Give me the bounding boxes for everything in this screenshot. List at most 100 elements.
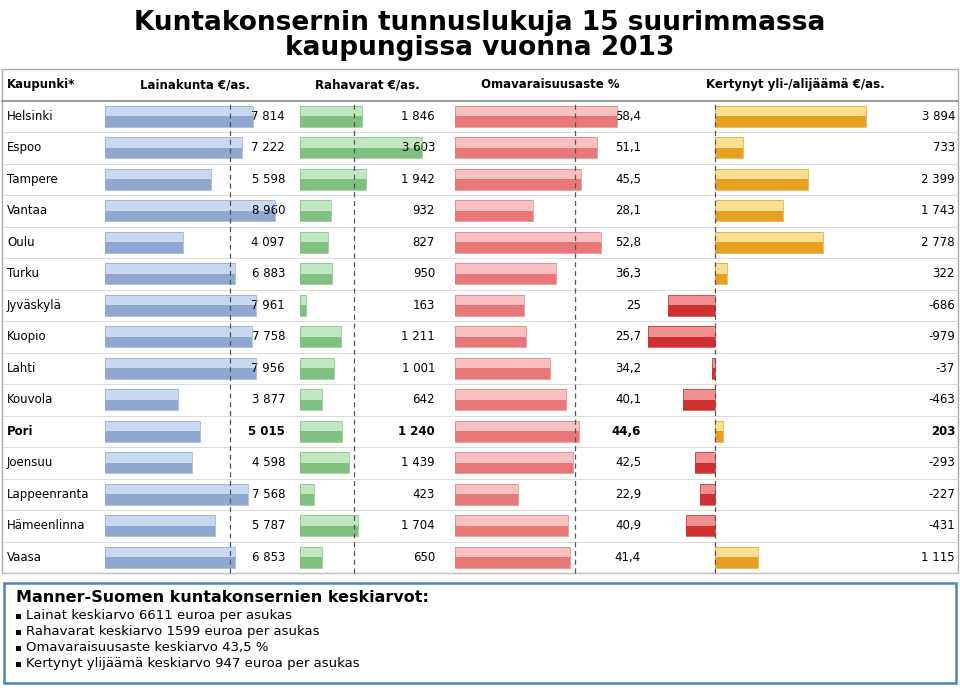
Bar [455,326,526,337]
Bar [455,515,568,526]
Text: -293: -293 [928,456,955,469]
Bar [455,557,569,568]
Text: Vantaa: Vantaa [7,205,48,217]
Text: 7 222: 7 222 [252,141,285,154]
Bar [455,179,581,190]
Bar [455,400,566,410]
Text: -227: -227 [928,488,955,501]
Bar [300,179,366,190]
Text: -979: -979 [928,330,955,343]
Bar [300,526,357,536]
Bar [105,106,253,127]
Text: 4 097: 4 097 [252,236,285,249]
Bar [300,200,331,221]
Text: 5 787: 5 787 [252,519,285,532]
Bar [455,231,601,253]
Bar [300,243,328,253]
Bar [300,274,332,285]
Bar [715,231,823,243]
Bar [105,389,179,410]
Text: Vaasa: Vaasa [7,551,42,564]
Text: Jyväskylä: Jyväskylä [7,299,61,312]
Text: 733: 733 [933,141,955,154]
Bar [105,294,255,316]
Text: 45,5: 45,5 [615,173,641,186]
Bar [105,148,242,158]
Bar [105,263,235,285]
Text: -431: -431 [928,519,955,532]
Bar [715,116,866,127]
Bar [455,326,526,348]
Text: 827: 827 [413,236,435,249]
Bar [648,337,715,348]
Text: Turku: Turku [7,267,39,281]
Text: 1 439: 1 439 [401,456,435,469]
Bar [715,421,723,442]
Bar [105,357,255,379]
Bar [300,484,314,505]
Text: 25,7: 25,7 [614,330,641,343]
Bar [300,200,331,211]
Bar [715,137,743,148]
Bar [455,148,596,158]
Bar [16,645,21,650]
Bar [300,294,305,305]
Bar [668,294,715,305]
Bar [300,463,348,473]
Bar [300,547,322,557]
Bar [105,547,235,568]
Bar [455,463,573,473]
Bar [105,431,200,442]
Bar [455,389,566,400]
Bar [715,179,808,190]
Text: 7 814: 7 814 [252,110,285,123]
Text: Kouvola: Kouvola [7,393,54,406]
Bar [16,630,21,634]
Bar [455,305,524,316]
Bar [715,106,866,127]
Bar [455,106,616,127]
Text: 2 778: 2 778 [922,236,955,249]
Bar [300,389,322,410]
Bar [648,326,715,348]
Bar [105,515,215,536]
Bar [300,484,314,494]
Bar [695,452,715,473]
Bar [455,431,579,442]
Text: Rahavarat €/as.: Rahavarat €/as. [315,78,420,91]
Text: 1 240: 1 240 [398,425,435,438]
Bar [715,231,823,253]
Bar [105,557,235,568]
Text: 6 883: 6 883 [252,267,285,281]
Text: 423: 423 [413,488,435,501]
Bar [105,169,211,179]
Text: 4 598: 4 598 [252,456,285,469]
Text: 40,9: 40,9 [614,519,641,532]
Text: 8 960: 8 960 [252,205,285,217]
Text: -463: -463 [928,393,955,406]
Bar [105,294,255,305]
Bar [105,231,182,253]
Text: 322: 322 [932,267,955,281]
Text: 1 211: 1 211 [401,330,435,343]
Bar [455,452,573,463]
Text: 1 001: 1 001 [401,362,435,375]
Bar [455,137,596,148]
Text: Kuopio: Kuopio [7,330,47,343]
Bar [105,421,200,442]
Bar [700,494,715,505]
Text: 642: 642 [413,393,435,406]
Text: 932: 932 [413,205,435,217]
Text: -686: -686 [928,299,955,312]
Bar [105,231,182,243]
Text: 44,6: 44,6 [612,425,641,438]
Bar [105,137,242,158]
Bar [715,200,782,221]
Bar [715,263,728,285]
Text: Lahti: Lahti [7,362,36,375]
Bar [712,368,715,379]
Bar [105,106,253,116]
Text: Lainakunta €/as.: Lainakunta €/as. [140,78,250,91]
Bar [700,484,715,494]
Text: Pori: Pori [7,425,34,438]
